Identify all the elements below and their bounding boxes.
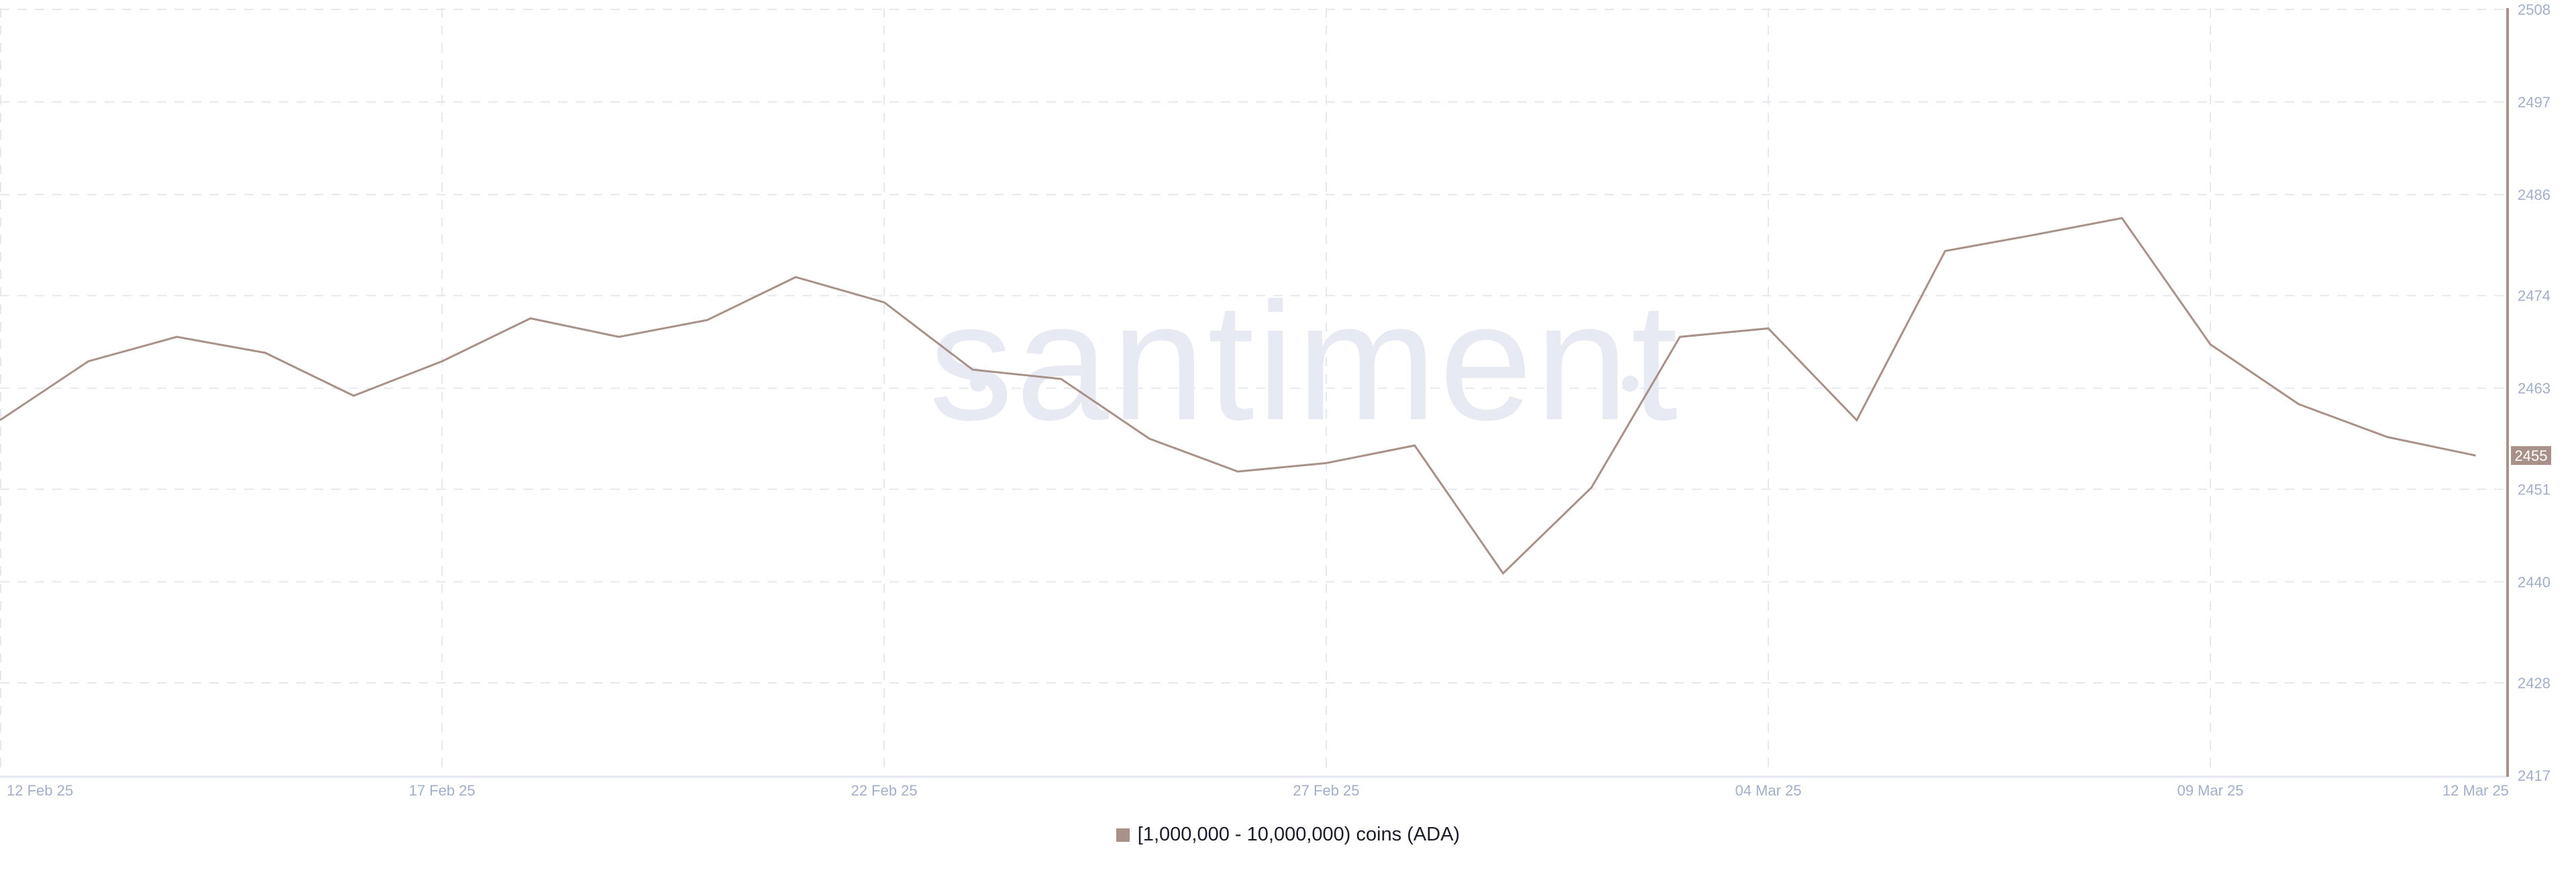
- grid-lines: [0, 8, 2508, 777]
- x-tick-label: 17 Feb 25: [409, 782, 475, 799]
- y-tick-label: 2497: [2518, 94, 2551, 111]
- x-tick-label: 09 Mar 25: [2177, 782, 2243, 799]
- x-axis-ticks: 12 Feb 25 17 Feb 25 22 Feb 25 27 Feb 25 04 M…: [7, 782, 2509, 799]
- y-tick-label: 2428: [2518, 675, 2551, 692]
- watermark-dot-left: [970, 376, 986, 392]
- y-tick-label: 2508: [2518, 1, 2551, 18]
- last-value-marker: 2455: [2511, 446, 2551, 466]
- y-tick-label: 2417: [2518, 767, 2551, 784]
- last-value-badge: [2511, 446, 2551, 466]
- x-tick-label: 12 Feb 25: [7, 782, 73, 799]
- legend: [1,000,000 - 10,000,000) coins (ADA): [0, 824, 2576, 846]
- y-tick-label: 2451: [2518, 481, 2551, 498]
- y-tick-label: 2463: [2518, 380, 2551, 397]
- x-tick-label: 22 Feb 25: [851, 782, 917, 799]
- x-tick-label: 12 Mar 25: [2443, 782, 2509, 799]
- watermark: santiment: [929, 268, 1680, 455]
- legend-swatch: [1116, 828, 1130, 842]
- watermark-dot-right: [1622, 376, 1638, 392]
- y-tick-label: 2440: [2518, 574, 2551, 590]
- y-tick-label: 2486: [2518, 186, 2551, 203]
- x-tick-label: 27 Feb 25: [1293, 782, 1359, 799]
- series-line[interactable]: [0, 217, 2476, 576]
- y-axis-ticks: 2417 2428 2440 2451 2463 2474 2486 2497 2508: [2518, 1, 2551, 784]
- x-tick-label: 04 Mar 25: [1735, 782, 1801, 799]
- y-tick-label: 2474: [2518, 288, 2551, 305]
- legend-label[interactable]: [1,000,000 - 10,000,000) coins (ADA): [1137, 824, 1460, 845]
- last-value-label: 2455: [2515, 447, 2548, 464]
